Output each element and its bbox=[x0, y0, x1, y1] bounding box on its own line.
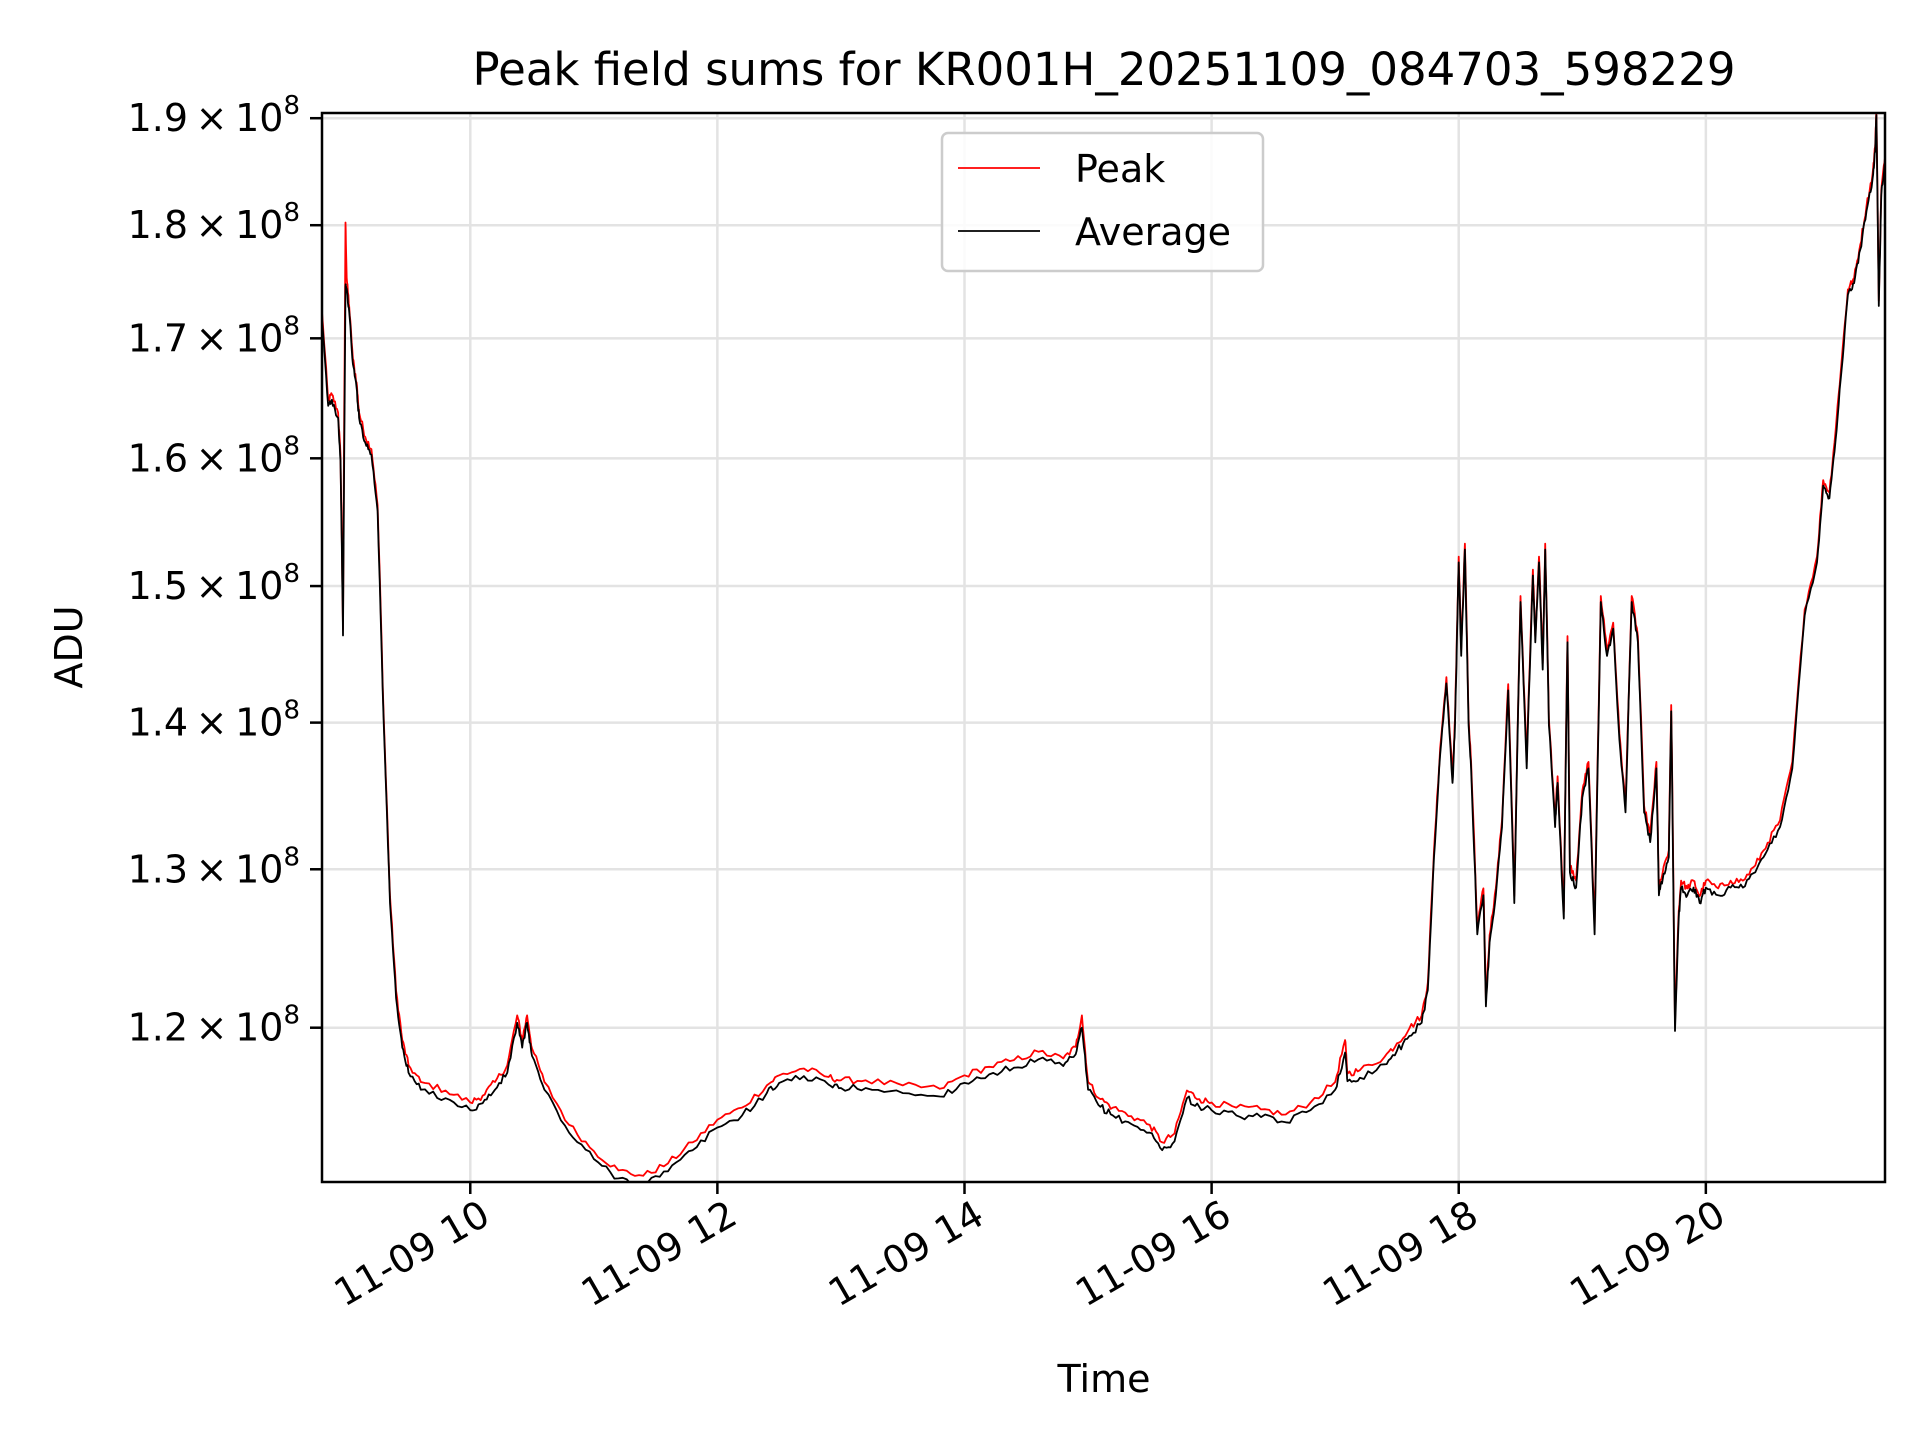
y-tick-label: 1.7 × 108 bbox=[128, 311, 300, 360]
legend: Peak Average bbox=[940, 131, 1265, 273]
y-tick-label: 1.6 × 108 bbox=[128, 431, 300, 480]
chart-title: Peak field sums for KR001H_20251109_0847… bbox=[473, 43, 1736, 96]
y-tick-label: 1.4 × 108 bbox=[128, 696, 300, 745]
grid bbox=[322, 113, 1885, 1182]
x-axis-label: Time bbox=[1057, 1357, 1151, 1401]
plot-series bbox=[322, 113, 1885, 1182]
y-axis-label: ADU bbox=[47, 605, 91, 688]
legend-label-average: Average bbox=[1075, 210, 1231, 254]
legend-label-peak: Peak bbox=[1075, 147, 1165, 191]
y-axis-ticks: 1.2 × 108 1.3 × 108 1.4 × 108 1.5 × 108 1.6 … bbox=[128, 91, 322, 1050]
y-tick-label: 1.9 × 108 bbox=[128, 91, 300, 140]
y-tick-label: 1.5 × 108 bbox=[128, 559, 300, 608]
y-tick-label: 1.2 × 108 bbox=[128, 1001, 300, 1050]
series-line-average bbox=[322, 114, 1885, 1182]
plot-area-frame bbox=[320, 111, 1887, 1184]
y-tick-label: 1.3 × 108 bbox=[128, 842, 300, 891]
y-tick-label: 1.8 × 108 bbox=[128, 198, 300, 247]
